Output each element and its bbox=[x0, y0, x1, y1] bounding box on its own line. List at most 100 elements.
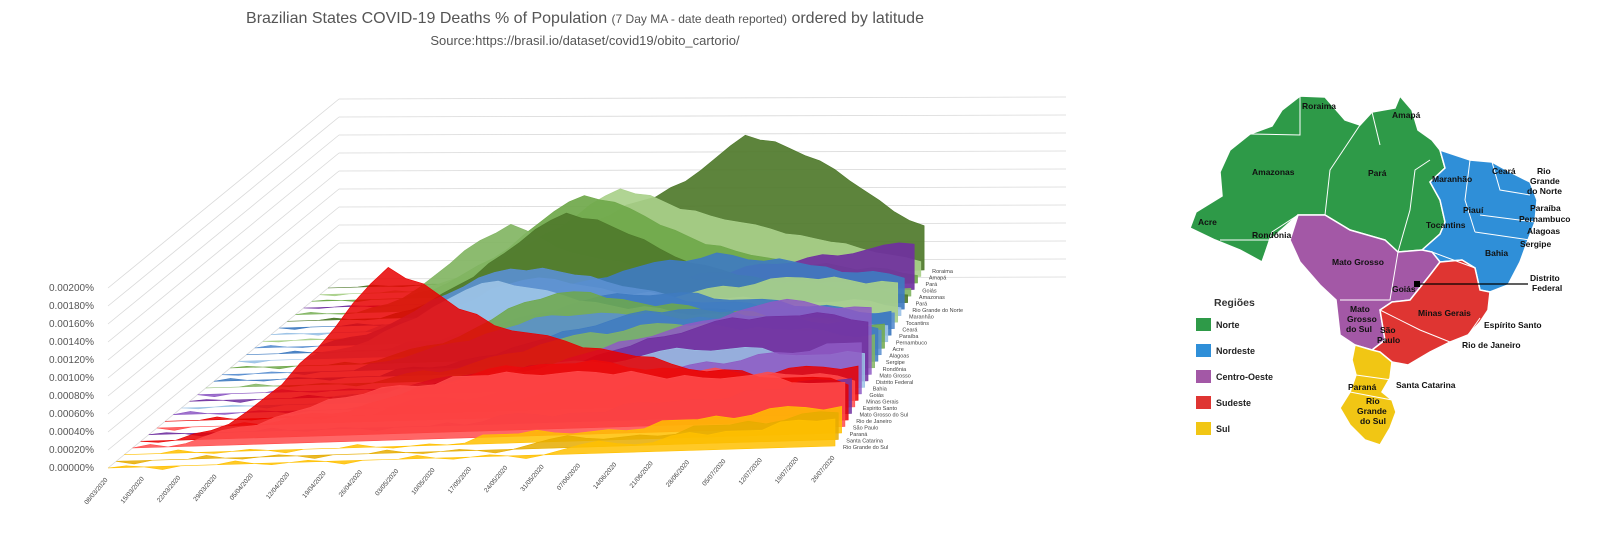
y-tick-label: 0.00140% bbox=[49, 337, 94, 348]
label-mato-grosso-sul-2: Grosso bbox=[1347, 314, 1377, 324]
y-tick-label: 0.00080% bbox=[49, 391, 94, 402]
series-label: Paraíba bbox=[899, 334, 919, 340]
x-tick-label: 22/03/2020 bbox=[156, 474, 183, 504]
label-piaui: Piauí bbox=[1463, 205, 1484, 215]
legend-swatch-sudeste bbox=[1196, 396, 1211, 409]
label-distrito-federal-2: Federal bbox=[1532, 283, 1562, 293]
label-goias: Goiás bbox=[1392, 284, 1416, 294]
x-tick-label: 10/05/2020 bbox=[410, 467, 437, 497]
label-maranhao: Maranhão bbox=[1432, 174, 1472, 184]
series-label: Goiás bbox=[869, 393, 884, 399]
legend-swatch-sul bbox=[1196, 422, 1211, 435]
x-tick-label: 24/05/2020 bbox=[483, 464, 510, 494]
series-label: Maranhão bbox=[909, 315, 934, 321]
y-tick-label: 0.00060% bbox=[49, 409, 94, 420]
label-amapa: Amapá bbox=[1392, 110, 1421, 120]
x-tick-label: 08/03/2020 bbox=[83, 477, 110, 507]
label-rio-grande-norte-2: Grande bbox=[1530, 176, 1560, 186]
brazil-region-map: Roraima Amapá Amazonas Pará Maranhão Cea… bbox=[1189, 94, 1571, 446]
x-tick-label: 12/04/2020 bbox=[265, 471, 292, 501]
label-espirito-santo: Espírito Santo bbox=[1484, 320, 1542, 330]
x-tick-label: 21/06/2020 bbox=[628, 460, 655, 490]
y-tick-label: 0.00200% bbox=[49, 283, 94, 294]
y-axis-ticks: 0.00000% 0.00020% 0.00040% 0.00060% 0.00080%… bbox=[49, 283, 94, 474]
x-tick-label: 12/07/2020 bbox=[738, 457, 765, 487]
legend-label-centro-oeste: Centro-Oeste bbox=[1216, 372, 1273, 382]
map-legend: Regiões Norte Nordeste Centro-Oeste Sude… bbox=[1196, 297, 1273, 435]
legend-title: Regiões bbox=[1214, 297, 1255, 309]
y-tick-label: 0.00160% bbox=[49, 319, 94, 330]
label-rio-grande-sul-3: do Sul bbox=[1360, 416, 1386, 426]
label-mato-grosso-sul-1: Mato bbox=[1350, 304, 1370, 314]
label-alagoas: Alagoas bbox=[1527, 226, 1560, 236]
label-rondonia: Rondônia bbox=[1252, 230, 1291, 240]
legend-swatch-centro-oeste bbox=[1196, 370, 1211, 383]
y-tick-label: 0.00100% bbox=[49, 373, 94, 384]
series-label: Paraná bbox=[850, 432, 869, 438]
label-rio-grande-sul-1: Rio bbox=[1366, 396, 1380, 406]
x-tick-label: 07/06/2020 bbox=[556, 462, 583, 492]
label-minas-gerais: Minas Gerais bbox=[1418, 308, 1471, 318]
label-rio-grande-norte-1: Rio bbox=[1537, 166, 1551, 176]
y-tick-label: 0.00020% bbox=[49, 445, 94, 456]
label-bahia: Bahia bbox=[1485, 248, 1508, 258]
label-distrito-federal-1: Distrito bbox=[1530, 273, 1560, 283]
series-label: Rio Grande do Sul bbox=[843, 445, 888, 451]
state-borders bbox=[1220, 96, 1536, 401]
x-tick-label: 29/03/2020 bbox=[192, 473, 219, 503]
label-ceara: Ceará bbox=[1492, 166, 1516, 176]
title-suffix: ordered by latitude bbox=[791, 10, 924, 27]
x-tick-label: 19/07/2020 bbox=[774, 456, 801, 486]
label-pernambuco: Pernambuco bbox=[1519, 214, 1571, 224]
x-tick-label: 05/04/2020 bbox=[229, 472, 256, 502]
series-label: Sergipe bbox=[886, 360, 905, 366]
label-para: Pará bbox=[1368, 168, 1387, 178]
label-paraiba: Paraíba bbox=[1530, 203, 1561, 213]
x-tick-label: 26/04/2020 bbox=[338, 469, 365, 499]
chart-title: Brazilian States COVID-19 Deaths % of Po… bbox=[0, 10, 1170, 28]
series-label: Santa Catarina bbox=[846, 438, 884, 444]
label-tocantins: Tocantins bbox=[1426, 220, 1466, 230]
y-tick-label: 0.00180% bbox=[49, 301, 94, 312]
series-label: Mato Grosso bbox=[879, 373, 910, 379]
label-mato-grosso: Mato Grosso bbox=[1332, 257, 1384, 267]
chart-source: Source:https://brasil.io/dataset/covid19… bbox=[430, 33, 740, 48]
legend-swatch-nordeste bbox=[1196, 344, 1211, 357]
x-tick-label: 31/05/2020 bbox=[519, 463, 546, 493]
series-label: Alagoas bbox=[889, 354, 909, 360]
y-tick-label: 0.00040% bbox=[49, 427, 94, 438]
chart-3d-area: 0.00000% 0.00020% 0.00040% 0.00060% 0.00080%… bbox=[49, 96, 1067, 507]
series-label: Amapá bbox=[929, 275, 947, 281]
series-label: Amazonas bbox=[919, 295, 945, 301]
x-tick-label: 26/07/2020 bbox=[810, 455, 837, 485]
series-label: Mato Grosso do Sul bbox=[860, 412, 909, 418]
series-areas bbox=[107, 134, 925, 470]
y-tick-label: 0.00120% bbox=[49, 355, 94, 366]
series-label: Espirito Santo bbox=[863, 406, 897, 412]
label-parana: Paraná bbox=[1348, 382, 1377, 392]
legend-label-sudeste: Sudeste bbox=[1216, 398, 1251, 408]
series-label: Minas Gerais bbox=[866, 399, 899, 405]
series-label: Bahia bbox=[873, 386, 888, 392]
series-label: Tocantins bbox=[906, 321, 929, 327]
y-tick-label: 0.00000% bbox=[49, 463, 94, 474]
label-amazonas: Amazonas bbox=[1252, 167, 1295, 177]
label-rio-grande-norte-3: do Norte bbox=[1527, 186, 1562, 196]
series-label: Rio de Janeiro bbox=[856, 419, 891, 425]
legend-swatch-norte bbox=[1196, 318, 1211, 331]
label-roraima: Roraima bbox=[1302, 101, 1336, 111]
x-tick-label: 19/04/2020 bbox=[301, 470, 328, 500]
x-tick-label: 17/05/2020 bbox=[447, 466, 474, 496]
x-tick-label: 28/06/2020 bbox=[665, 459, 692, 489]
x-tick-label: 05/07/2020 bbox=[701, 458, 728, 488]
label-santa-catarina: Santa Catarina bbox=[1396, 380, 1456, 390]
label-sergipe: Sergipe bbox=[1520, 239, 1551, 249]
label-rio-de-janeiro: Rio de Janeiro bbox=[1462, 340, 1521, 350]
series-label: Rondônia bbox=[883, 367, 907, 373]
series-label: Roraima bbox=[932, 269, 954, 275]
x-tick-label: 15/03/2020 bbox=[120, 475, 147, 505]
series-label: Goiás bbox=[922, 289, 937, 295]
series-label: Rio Grande do Norte bbox=[912, 308, 963, 314]
label-mato-grosso-sul-3: do Sul bbox=[1346, 324, 1372, 334]
